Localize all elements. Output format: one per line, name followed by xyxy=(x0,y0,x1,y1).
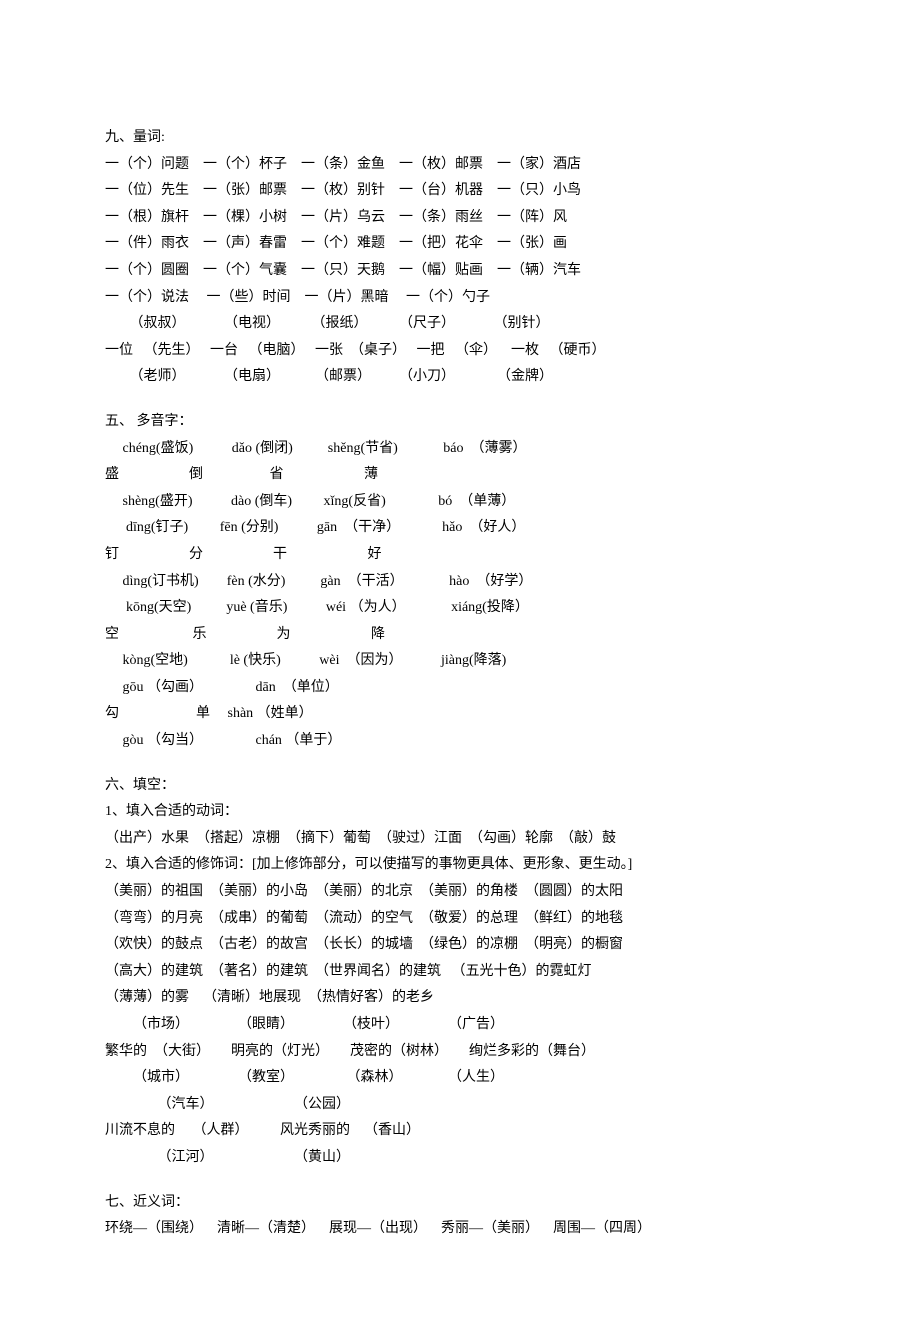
s5-row: 勾 单 shàn （姓单） xyxy=(105,701,815,728)
s5-row: shèng(盛开) dào (倒车) xǐng(反省) bó （单薄） xyxy=(105,489,815,516)
document-page: 九、量词: 一（个）问题 一（个）杯子 一（条）金鱼 一（枚）邮票 一（家）酒店… xyxy=(0,0,920,1321)
s6-sub2-row: （欢快）的鼓点 （古老）的故宫 （长长）的城墙 （绿色）的凉棚 （明亮）的橱窗 xyxy=(105,932,815,959)
s5-row: gōu （勾画） dān （单位） xyxy=(105,675,815,702)
s5-row: dīng(钉子) fēn (分别) gān （干净） hǎo （好人） xyxy=(105,515,815,542)
s9-row: 一（个）说法 一（些）时间 一（片）黑暗 一（个）勺子 xyxy=(105,285,815,312)
section-5-duoyinzi: 五、 多音字： chéng(盛饭) dǎo (倒闭) shěng(节省) báo… xyxy=(105,409,815,755)
s5-row: 空 乐 为 降 xyxy=(105,622,815,649)
s6-sub2-row: （美丽）的祖国 （美丽）的小岛 （美丽）的北京 （美丽）的角楼 （圆圆）的太阳 xyxy=(105,879,815,906)
section-9-title: 九、量词: xyxy=(105,125,815,152)
section-5-title: 五、 多音字： xyxy=(105,409,815,436)
s6-sub2-row: （弯弯）的月亮 （成串）的葡萄 （流动）的空气 （敬爱）的总理 （鲜红）的地毯 xyxy=(105,906,815,933)
s9-triplet-row: （老师） （电扇） （邮票） （小刀） （金牌） xyxy=(105,364,815,391)
s9-row: 一（个）问题 一（个）杯子 一（条）金鱼 一（枚）邮票 一（家）酒店 xyxy=(105,152,815,179)
s6-sub1-title: 1、填入合适的动词： xyxy=(105,799,815,826)
s6-grouped-row: 川流不息的 （人群） 风光秀丽的 （香山） xyxy=(105,1118,815,1145)
s5-row: gòu （勾当） chán （单于） xyxy=(105,728,815,755)
s6-sub2-row: （薄薄）的雾 （清晰）地展现 （热情好客）的老乡 xyxy=(105,985,815,1012)
s9-row: 一（根）旗杆 一（棵）小树 一（片）乌云 一（条）雨丝 一（阵）风 xyxy=(105,205,815,232)
s7-row: 环绕—（围绕） 清晰—（清楚） 展现—（出现） 秀丽—（美丽） 周围—（四周） xyxy=(105,1216,815,1243)
s9-triplet-row: 一位 （先生） 一台 （电脑） 一张 （桌子） 一把 （伞） 一枚 （硬币） xyxy=(105,338,815,365)
s6-grouped-row: （汽车） （公园） xyxy=(105,1092,815,1119)
s5-row: 钉 分 干 好 xyxy=(105,542,815,569)
s6-sub2-title: 2、填入合适的修饰词：[加上修饰部分，可以使描写的事物更具体、更形象、更生动。] xyxy=(105,852,815,879)
s9-triplet-row: （叔叔） （电视） （报纸） （尺子） （别针） xyxy=(105,311,815,338)
s5-row: 盛 倒 省 薄 xyxy=(105,462,815,489)
s6-grouped-row: （市场） （眼睛） （枝叶） （广告） xyxy=(105,1012,815,1039)
s5-row: kōng(天空) yuè (音乐) wéi （为人） xiáng(投降） xyxy=(105,595,815,622)
s5-row: dìng(订书机) fèn (水分) gàn （干活） hào （好学） xyxy=(105,569,815,596)
s6-grouped-row: 繁华的 （大街） 明亮的（灯光） 茂密的（树林） 绚烂多彩的（舞台） xyxy=(105,1039,815,1066)
s9-row: 一（位）先生 一（张）邮票 一（枚）别针 一（台）机器 一（只）小鸟 xyxy=(105,178,815,205)
section-7-jinyici: 七、近义词： 环绕—（围绕） 清晰—（清楚） 展现—（出现） 秀丽—（美丽） 周… xyxy=(105,1190,815,1243)
s5-row: kòng(空地) lè (快乐) wèi （因为） jiàng(降落) xyxy=(105,648,815,675)
s9-row: 一（个）圆圈 一（个）气囊 一（只）天鹅 一（幅）贴画 一（辆）汽车 xyxy=(105,258,815,285)
s6-grouped-row: （城市） （教室） （森林） （人生） xyxy=(105,1065,815,1092)
section-9-liangci: 九、量词: 一（个）问题 一（个）杯子 一（条）金鱼 一（枚）邮票 一（家）酒店… xyxy=(105,125,815,391)
section-6-title: 六、填空： xyxy=(105,773,815,800)
section-7-title: 七、近义词： xyxy=(105,1190,815,1217)
s6-sub2-row: （高大）的建筑 （著名）的建筑 （世界闻名）的建筑 （五光十色）的霓虹灯 xyxy=(105,959,815,986)
s9-row: 一（件）雨衣 一（声）春雷 一（个）难题 一（把）花伞 一（张）画 xyxy=(105,231,815,258)
s6-sub1-row: （出产）水果 （搭起）凉棚 （摘下）葡萄 （驶过）江面 （勾画）轮廓 （敲）鼓 xyxy=(105,826,815,853)
s6-grouped-row: （江河） （黄山） xyxy=(105,1145,815,1172)
section-6-tiankong: 六、填空： 1、填入合适的动词： （出产）水果 （搭起）凉棚 （摘下）葡萄 （驶… xyxy=(105,773,815,1172)
s5-row: chéng(盛饭) dǎo (倒闭) shěng(节省) báo （薄雾） xyxy=(105,436,815,463)
